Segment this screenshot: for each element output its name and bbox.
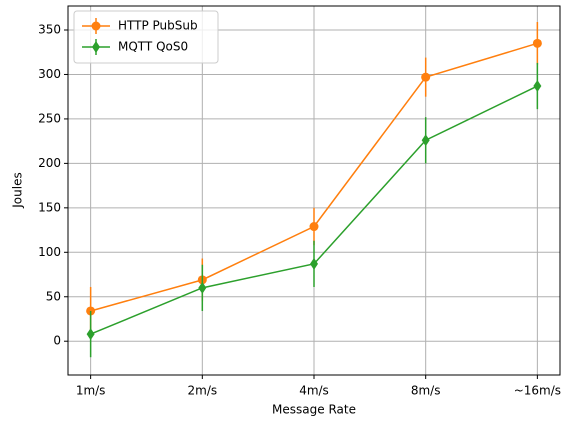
- legend-label: MQTT QoS0: [118, 40, 188, 54]
- marker: [198, 281, 207, 294]
- legend-marker: [91, 21, 101, 31]
- marker: [533, 80, 542, 93]
- y-tick-label: 300: [38, 67, 61, 81]
- plot-frame: [67, 5, 561, 376]
- y-axis-label: Joules: [11, 172, 25, 208]
- y-tick-label: 200: [38, 156, 61, 170]
- marker: [86, 328, 95, 341]
- x-tick-label: ~16m/s: [514, 384, 561, 398]
- y-tick-label: 100: [38, 245, 61, 259]
- x-tick-label: 2m/s: [188, 384, 218, 398]
- marker: [309, 222, 319, 232]
- y-tick-label: 50: [46, 289, 61, 303]
- marker: [421, 72, 431, 82]
- x-tick-label: 4m/s: [299, 384, 329, 398]
- marker: [310, 257, 318, 270]
- legend-marker: [92, 41, 100, 53]
- x-tick-label: 8m/s: [411, 384, 441, 398]
- x-axis-label: Message Rate: [272, 403, 356, 417]
- y-tick-label: 150: [38, 200, 61, 214]
- x-tick-label: 1m/s: [76, 384, 106, 398]
- y-tick-label: 250: [38, 111, 61, 125]
- marker: [532, 38, 542, 48]
- y-tick-label: 350: [38, 23, 61, 37]
- legend-box: [73, 10, 219, 64]
- marker: [421, 134, 430, 147]
- legend-label: HTTP PubSub: [118, 19, 198, 33]
- y-tick-label: 0: [53, 334, 61, 348]
